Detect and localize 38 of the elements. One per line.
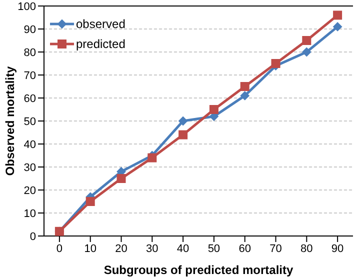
point [271, 59, 280, 68]
point [148, 153, 157, 162]
point [302, 48, 312, 56]
y-tick-label: 20 [24, 184, 36, 197]
x-tick-label: 80 [300, 242, 313, 255]
y-tick-label: 50 [24, 116, 36, 128]
point [333, 22, 342, 32]
y-tick-label: 60 [24, 92, 36, 105]
x-tick-label: 50 [208, 242, 220, 255]
y-axis-title: Observed mortality [3, 66, 17, 176]
y-tick-label: 70 [24, 70, 36, 82]
x-tick-label: 10 [84, 242, 96, 255]
y-tick-label: 100 [18, 0, 36, 13]
point [240, 82, 250, 91]
y-tick-label: 30 [24, 162, 36, 174]
x-tick-label: 70 [270, 242, 282, 255]
point [178, 116, 188, 126]
y-tick-label: 80 [24, 46, 36, 59]
x-tick-label: 40 [176, 242, 190, 255]
point [86, 197, 95, 206]
point [333, 10, 342, 20]
x-axis-title: Subgroups of predicted mortality [104, 263, 294, 277]
point [178, 130, 188, 140]
y-tick-label: 40 [24, 138, 36, 151]
x-tick-label: 30 [146, 242, 158, 255]
x-tick-label: 60 [238, 242, 251, 255]
x-tick-label: 20 [115, 242, 128, 255]
x-tick-label: 90 [331, 242, 344, 255]
y-tick-label: 10 [24, 208, 36, 220]
point [302, 36, 312, 45]
point [116, 174, 126, 183]
y-tick-label: 90 [24, 24, 36, 36]
point [209, 105, 218, 114]
x-tick-label: 0 [56, 242, 63, 255]
point [240, 91, 250, 100]
legend-label: observed [76, 16, 126, 33]
y-tick-label: 0 [30, 230, 36, 243]
legend-label: predicted [76, 36, 126, 53]
